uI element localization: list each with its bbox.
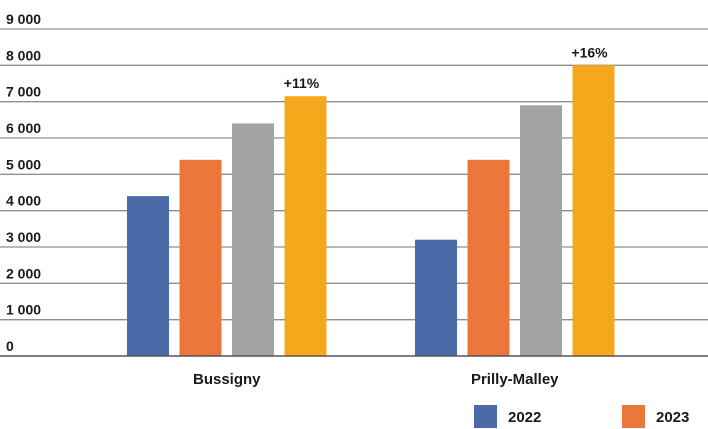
x-axis-categories: Bussigny Prilly-Malley <box>193 371 559 388</box>
y-tick-label: 5 000 <box>6 156 41 172</box>
bar <box>415 239 457 356</box>
annotation-label: +16% <box>571 44 608 60</box>
y-tick-label: 6 000 <box>6 120 41 136</box>
annotations: +11% +16% <box>284 44 608 91</box>
y-tick-label: 2 000 <box>6 265 41 281</box>
y-tick-label: 1 000 <box>6 302 41 318</box>
legend: 2022 2023 <box>474 405 689 428</box>
category-label: Prilly-Malley <box>471 371 559 388</box>
bar <box>127 196 169 356</box>
legend-label: 2022 <box>508 409 541 426</box>
bar <box>284 96 327 356</box>
y-tick-label: 9 000 <box>6 11 41 27</box>
bar <box>572 65 615 356</box>
legend-swatch <box>622 405 645 428</box>
legend-swatch <box>474 405 497 428</box>
bar <box>232 123 274 356</box>
y-axis-ticks: 0 1 000 2 000 3 000 4 000 5 000 6 000 7 000 8 00… <box>6 11 41 354</box>
y-tick-label: 3 000 <box>6 229 41 245</box>
legend-label: 2023 <box>656 409 689 426</box>
bar <box>179 159 222 356</box>
y-tick-label: 7 000 <box>6 84 41 100</box>
y-tick-label: 0 <box>6 338 14 354</box>
y-tick-label: 4 000 <box>6 193 41 209</box>
bars <box>127 65 615 356</box>
annotation-label: +11% <box>284 75 320 91</box>
category-label: Bussigny <box>193 371 261 388</box>
bar <box>467 159 510 356</box>
y-tick-label: 8 000 <box>6 47 41 63</box>
gridlines <box>0 28 708 321</box>
bar <box>520 105 562 356</box>
